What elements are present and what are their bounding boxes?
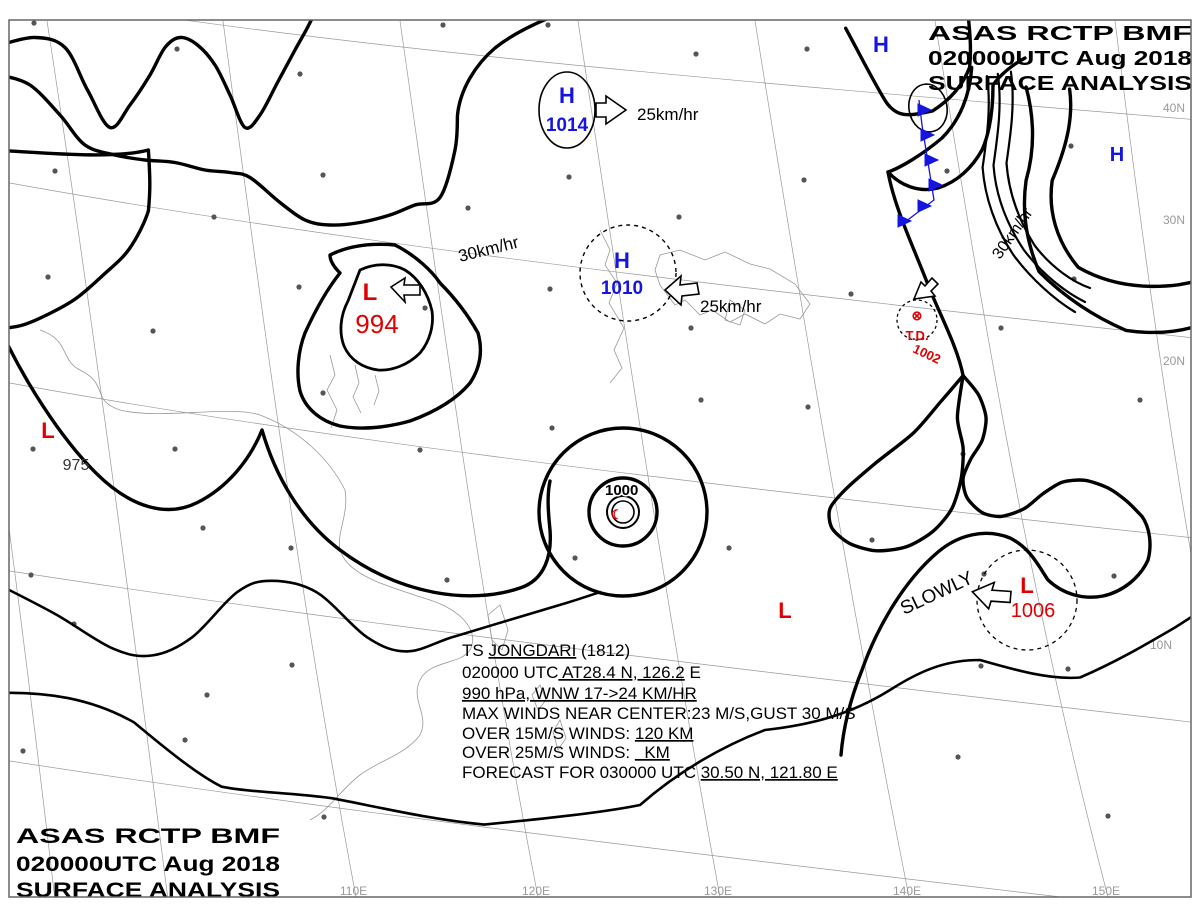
svg-text:SURFACE ANALYSIS: SURFACE ANALYSIS	[16, 879, 280, 902]
svg-text:40N: 40N	[1163, 101, 1185, 115]
svg-text:1006: 1006	[1011, 600, 1056, 622]
svg-text:120E: 120E	[522, 884, 550, 898]
svg-text:994: 994	[355, 309, 398, 339]
svg-text:OVER 25M/S WINDS: KM: OVER 25M/S WINDS: KM	[462, 743, 670, 762]
svg-text:990 hPa, WNW 17->24 KM/HR: 990 hPa, WNW 17->24 KM/HR	[462, 684, 697, 703]
svg-text:L: L	[778, 598, 791, 623]
svg-text:1002: 1002	[911, 341, 944, 367]
svg-text:20N: 20N	[1163, 354, 1185, 368]
svg-text:1000: 1000	[605, 482, 638, 499]
svg-text:L: L	[363, 279, 378, 306]
svg-text:130E: 130E	[704, 884, 732, 898]
svg-text:☾: ☾	[611, 507, 623, 522]
svg-text:H: H	[614, 248, 630, 273]
svg-text:OVER 15M/S WINDS: 120 KM: OVER 15M/S WINDS: 120 KM	[462, 724, 693, 743]
svg-text:ASAS RCTP BMF: ASAS RCTP BMF	[928, 23, 1192, 45]
svg-text:MAX WINDS NEAR CENTER:23 M/S,G: MAX WINDS NEAR CENTER:23 M/S,GUST 30 M/S	[462, 704, 856, 723]
svg-text:30km/hr: 30km/hr	[456, 233, 521, 266]
svg-text:⊗: ⊗	[912, 308, 923, 323]
svg-text:ASAS RCTP BMF: ASAS RCTP BMF	[16, 825, 280, 848]
svg-text:30N: 30N	[1163, 213, 1185, 227]
svg-text:1010: 1010	[601, 278, 643, 299]
svg-text:1014: 1014	[546, 115, 589, 136]
svg-text:25km/hr: 25km/hr	[637, 105, 699, 124]
svg-text:110E: 110E	[340, 884, 367, 898]
svg-text:020000 UTC AT28.4 N, 126.2 E: 020000 UTC AT28.4 N, 126.2 E	[462, 663, 701, 682]
svg-text:SLOWLY: SLOWLY	[897, 567, 977, 619]
svg-text:975: 975	[63, 457, 90, 474]
svg-text:020000UTC Aug 2018: 020000UTC Aug 2018	[928, 48, 1192, 70]
svg-text:FORECAST FOR 030000 UTC 30.50: FORECAST FOR 030000 UTC 30.50 N, 121.80 …	[462, 763, 838, 782]
svg-text:SURFACE ANALYSIS: SURFACE ANALYSIS	[928, 73, 1192, 95]
svg-text:140E: 140E	[893, 884, 921, 898]
svg-text:TS JONGDARI (1812): TS JONGDARI (1812)	[462, 641, 630, 660]
svg-text:25km/hr: 25km/hr	[700, 297, 762, 316]
svg-text:L: L	[1020, 573, 1033, 598]
svg-text:H: H	[873, 32, 889, 57]
svg-text:020000UTC Aug 2018: 020000UTC Aug 2018	[16, 853, 280, 876]
svg-text:L: L	[41, 418, 54, 443]
svg-text:H: H	[1110, 144, 1124, 166]
svg-text:H: H	[559, 83, 575, 108]
svg-text:150E: 150E	[1092, 884, 1120, 898]
